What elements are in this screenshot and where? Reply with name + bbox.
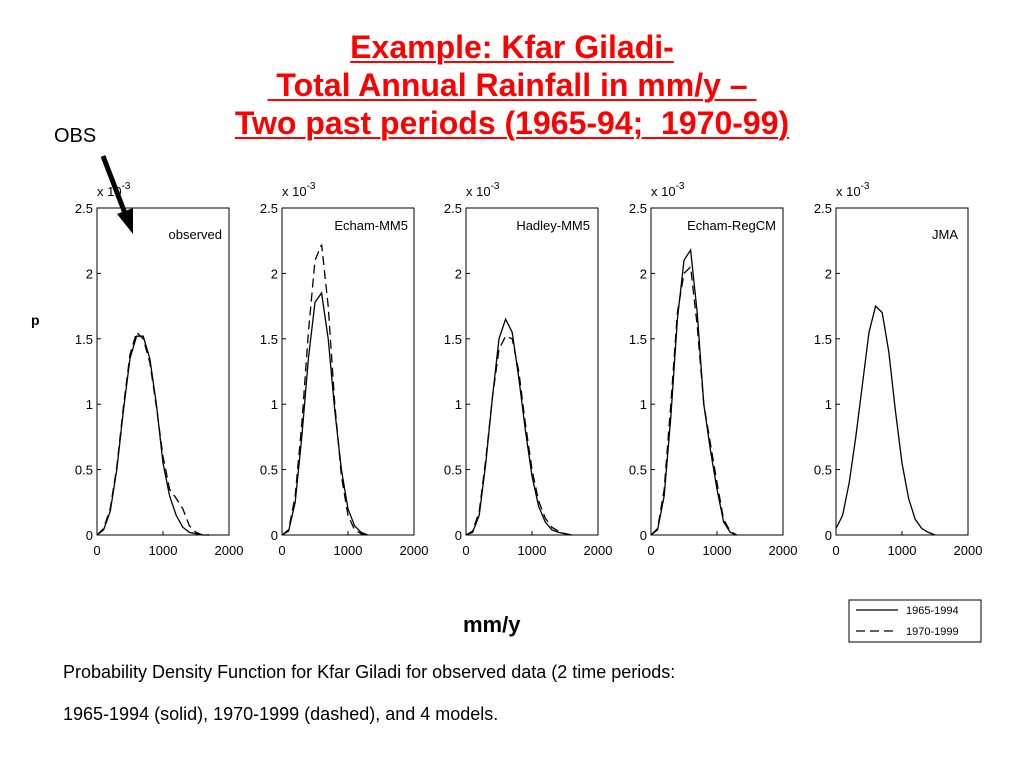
x-tick-label: 0 [832,543,839,558]
x-tick-label: 2000 [769,543,798,558]
x-axis-label: mm/y [463,612,521,637]
x-tick-label: 1000 [888,543,917,558]
panel-name: observed [169,227,222,242]
x-tick-label: 0 [93,543,100,558]
y-multiplier-exp: -3 [122,181,131,192]
x-tick-label: 1000 [518,543,547,558]
legend: 1965-1994 1970-1999 [848,599,982,643]
y-tick-label: 0 [455,528,462,543]
series-line-dashed [465,335,572,536]
series-line-solid [835,304,936,536]
obs-arrow-shaft [100,155,129,217]
y-tick-label: 1 [825,397,832,412]
y-tick-label: 2.5 [629,201,647,216]
title-line-2: Total Annual Rainfall in mm/y – [267,67,757,103]
series-line-dashed [96,331,210,536]
y-tick-label: 2.5 [75,201,93,216]
plot-frame [465,207,599,536]
y-tick-label: 1 [455,397,462,412]
y-tick-label: 0 [86,528,93,543]
y-multiplier: x 10-3 [282,181,316,199]
y-tick-label: 1.5 [814,332,832,347]
y-multiplier-exp: -3 [307,181,316,192]
y-tick-label: 2.5 [814,201,832,216]
slide-title: Example: Kfar Giladi- Total Annual Rainf… [0,28,1024,142]
x-tick-label: 0 [462,543,469,558]
y-axis-label: p [31,312,40,328]
y-tick-label: 1.5 [260,332,278,347]
y-tick-label: 1 [271,397,278,412]
y-tick-label: 2.5 [260,201,278,216]
x-tick-label: 0 [278,543,285,558]
obs-annotation: OBS [54,125,97,147]
y-tick-label: 1 [640,397,647,412]
x-tick-label: 1000 [149,543,178,558]
y-tick-label: 1.5 [444,332,462,347]
y-multiplier-exp: -3 [861,181,870,192]
x-tick-label: 1000 [703,543,732,558]
x-tick-label: 0 [647,543,654,558]
plot-frame [281,207,415,536]
y-multiplier-exp: -3 [491,181,500,192]
panel-3: 0 0.5 1 1.5 2 2.5 0 1000 2000 x 10-3 Echam-RegCM [629,181,798,558]
panel-4: 0 0.5 1 1.5 2 2.5 0 1000 2000 x 10-3 JMA [814,181,983,558]
y-multiplier: x 10-3 [466,181,500,199]
plot-frame [835,207,969,536]
y-tick-label: 0 [271,528,278,543]
panel-1: 0 0.5 1 1.5 2 2.5 0 1000 2000 x 10-3 Echam-MM5 [260,181,429,558]
series-line-solid [465,317,572,536]
series-line-dashed [650,265,738,536]
title-line-3: Two past periods (1965-94; 1970-99) [234,105,790,141]
series-line-solid [96,335,210,536]
y-tick-label: 2 [825,266,832,281]
y-tick-label: 1 [86,397,93,412]
y-tick-label: 2.5 [444,201,462,216]
y-tick-label: 0 [825,528,832,543]
y-tick-label: 2 [271,266,278,281]
legend-label: 1965-1994 [906,605,959,617]
x-tick-label: 2000 [215,543,244,558]
y-tick-label: 0.5 [444,463,462,478]
y-tick-label: 2 [455,266,462,281]
panel-2: 0 0.5 1 1.5 2 2.5 0 1000 2000 x 10-3 Hadley-MM5 [444,181,613,558]
panel-name: Echam-RegCM [687,218,776,233]
y-tick-label: 1.5 [629,332,647,347]
x-tick-label: 1000 [334,543,363,558]
y-multiplier: x 10-3 [836,181,870,199]
x-tick-label: 2000 [400,543,429,558]
title-line-1: Example: Kfar Giladi- [350,29,674,65]
series-line-dashed [281,244,368,536]
y-tick-label: 0 [640,528,647,543]
series-line-solid [281,291,369,536]
obs-arrow-head [117,208,133,234]
panel-name: Echam-MM5 [334,218,408,233]
y-tick-label: 2 [86,266,93,281]
panel-name: Hadley-MM5 [516,218,590,233]
y-tick-label: 0.5 [629,463,647,478]
y-multiplier-exp: -3 [676,181,685,192]
caption-line-1: Probability Density Function for Kfar Gi… [63,662,676,682]
y-tick-label: 1.5 [75,332,93,347]
panel-name: JMA [932,227,958,242]
y-multiplier: x 10-3 [651,181,685,199]
caption-line-2: 1965-1994 (solid), 1970-1999 (dashed), a… [63,704,499,724]
plot-frame [96,207,230,536]
y-tick-label: 0.5 [75,463,93,478]
legend-box [848,599,982,643]
y-tick-label: 0.5 [814,463,832,478]
legend-label: 1970-1999 [906,626,959,638]
y-tick-label: 0.5 [260,463,278,478]
x-tick-label: 2000 [954,543,983,558]
x-tick-label: 2000 [584,543,613,558]
y-tick-label: 2 [640,266,647,281]
